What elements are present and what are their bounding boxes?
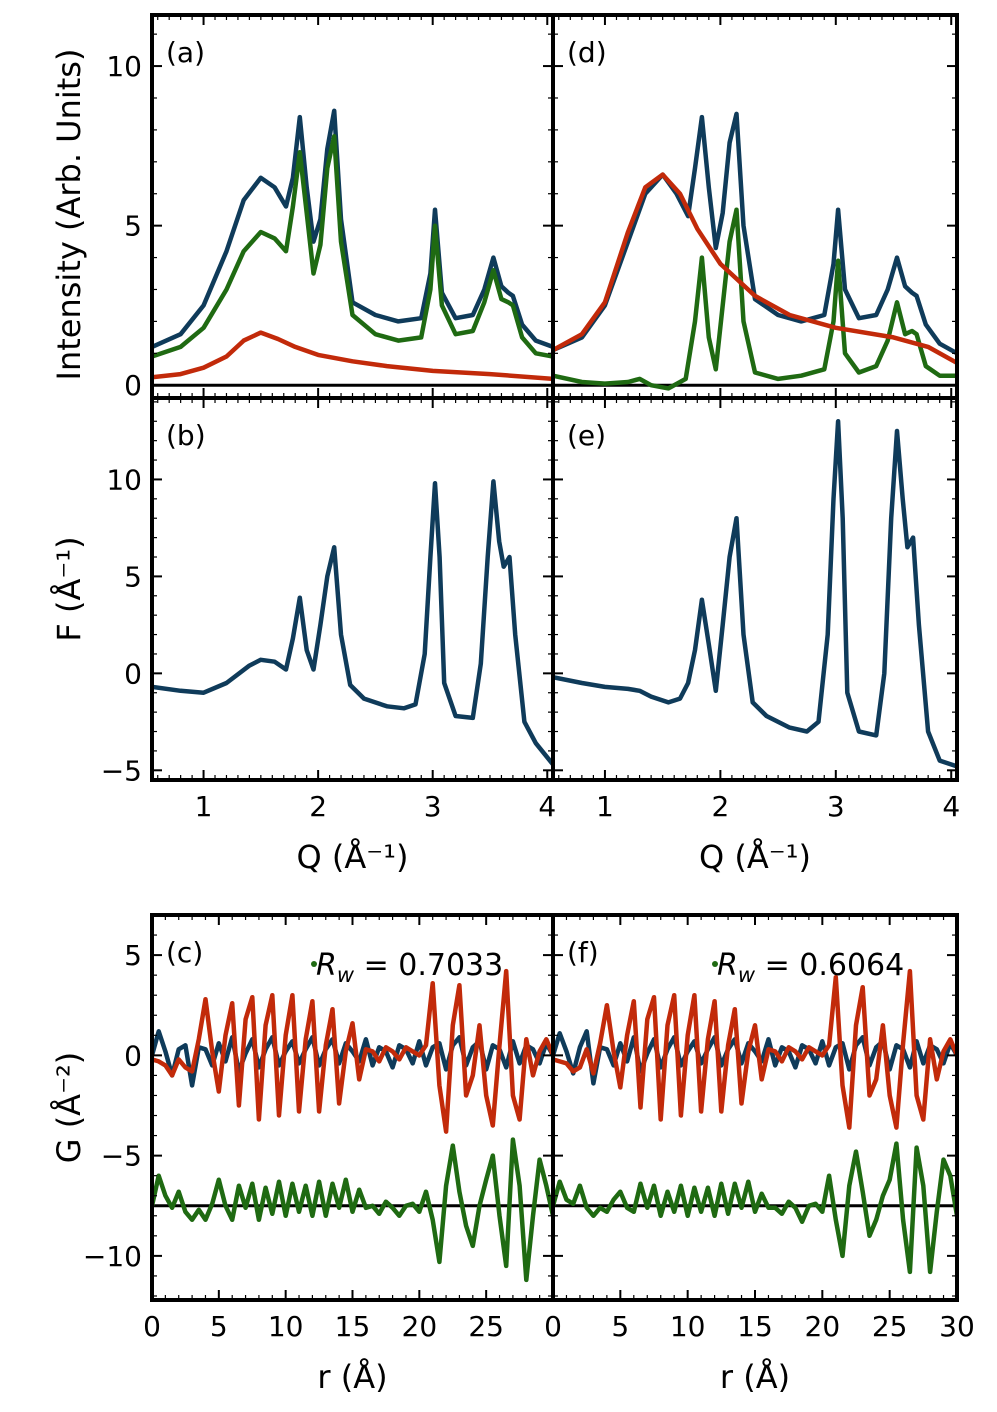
series-data (152, 1029, 553, 1088)
series-difference (152, 1137, 553, 1283)
y-axis-title: G (Å⁻²) (50, 1052, 88, 1164)
rw-annotation: Rw = 0.6064 (717, 948, 904, 987)
x-tick-label: 20 (402, 1310, 438, 1343)
annotation-marker (712, 961, 718, 967)
panel-frame (150, 13, 555, 400)
x-axis-title: Q (Å⁻¹) (699, 838, 811, 876)
panel-frame (551, 13, 959, 400)
x-tick-label: 20 (805, 1310, 841, 1343)
plot-area (553, 968, 957, 1275)
series-crystalline (553, 207, 957, 391)
panel-c: 0 5 10 15 20 25 −10 −5 0 5 (c) Rw = 0.7033 r (Å) G (Å… (50, 913, 555, 1396)
panel-label: (f) (567, 936, 599, 969)
plot-area (553, 111, 957, 391)
series-f-q- (553, 419, 957, 769)
panel-label: (c) (166, 936, 203, 969)
y-tick-label: −5 (101, 1140, 142, 1173)
panel-b: 1 2 3 4 −5 0 5 10 (b) Q (Å⁻¹) F (Å⁻¹) (50, 396, 556, 876)
panel-a: 0 5 10 (a) Intensity (Arb. Units) (50, 13, 555, 402)
panel-d: (d) (551, 13, 959, 400)
x-tick-label: 0 (544, 1310, 562, 1343)
x-tick-label: 10 (268, 1310, 304, 1343)
x-tick-label: 1 (596, 790, 614, 823)
panel-label: (b) (166, 419, 206, 452)
y-tick-label: 5 (124, 939, 142, 972)
series-amorphous (553, 172, 957, 366)
rw-annotation: Rw = 0.7033 (316, 948, 503, 987)
x-tick-label: 0 (143, 1310, 161, 1343)
x-tick-label: 2 (711, 790, 729, 823)
x-tick-label: 2 (309, 790, 327, 823)
panel-f: 0 5 10 15 20 25 30 (f) Rw = 0.6064 r (Å) (544, 913, 975, 1396)
panel-label: (d) (567, 36, 607, 69)
x-axis-title: r (Å) (317, 1358, 387, 1396)
y-axis-title: Intensity (Arb. Units) (50, 49, 88, 381)
plot-area (553, 419, 957, 769)
y-tick-label: −5 (101, 754, 142, 787)
x-tick-label: 4 (538, 790, 556, 823)
plot-area (152, 479, 553, 767)
x-tick-label: 15 (737, 1310, 773, 1343)
x-tick-label: 3 (424, 790, 442, 823)
x-tick-label: 4 (942, 790, 960, 823)
series-fit (553, 968, 957, 1130)
x-tick-label: 3 (827, 790, 845, 823)
x-tick-label: 15 (335, 1310, 371, 1343)
y-tick-label: 0 (124, 1039, 142, 1072)
series-difference (553, 1141, 957, 1275)
y-tick-label: 0 (124, 657, 142, 690)
x-tick-label: 5 (210, 1310, 228, 1343)
y-tick-label: 10 (106, 463, 142, 496)
plot-area (152, 108, 553, 382)
series-f-q- (152, 479, 553, 767)
series-data (553, 1029, 957, 1086)
x-tick-label: 1 (195, 790, 213, 823)
x-tick-label: 10 (670, 1310, 706, 1343)
y-tick-label: 10 (106, 50, 142, 83)
x-tick-label: 5 (611, 1310, 629, 1343)
y-axis-title: F (Å⁻¹) (50, 536, 88, 641)
y-tick-label: 5 (124, 560, 142, 593)
series-total (553, 111, 957, 356)
panel-frame (150, 396, 555, 782)
x-tick-label: 30 (939, 1310, 975, 1343)
x-tick-label: 25 (872, 1310, 908, 1343)
series-amorphous (152, 330, 553, 382)
x-axis-title: Q (Å⁻¹) (297, 838, 409, 876)
y-tick-label: 5 (124, 210, 142, 243)
x-tick-label: 25 (468, 1310, 504, 1343)
annotation-marker (311, 961, 317, 967)
panel-label: (a) (166, 36, 205, 69)
series-crystalline (152, 134, 553, 359)
y-tick-label: −10 (83, 1240, 142, 1273)
y-tick-label: 0 (124, 369, 142, 402)
plot-area (152, 968, 553, 1283)
panel-label: (e) (567, 419, 606, 452)
x-axis-title: r (Å) (720, 1358, 790, 1396)
series-fit (152, 968, 553, 1134)
panel-e: 1 2 3 4 (e) Q (Å⁻¹) (551, 396, 960, 876)
